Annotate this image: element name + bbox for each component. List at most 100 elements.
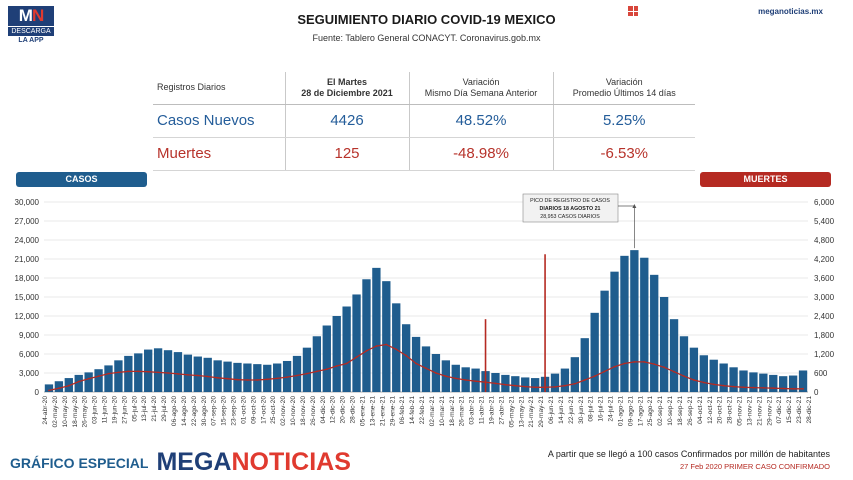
x-tick-label: 17-oct-20 [260, 396, 267, 424]
x-tick-label: 03-jun-20 [92, 396, 99, 424]
muertes-point [286, 376, 288, 379]
annotation-arrowhead [632, 204, 637, 208]
x-tick-label: 15-sep-20 [221, 396, 228, 426]
casos-bar: 13-may-21: 2300 [521, 377, 530, 392]
x-tick-label: 14-jun-21 [558, 396, 565, 424]
x-tick-label: 26-mar-21 [459, 396, 466, 427]
muertes-line-layer [48, 254, 804, 392]
muertes-point [663, 366, 666, 369]
casos-bar: 30-jun-21: 8500 [580, 338, 589, 392]
left-tick-label: 3,000 [19, 369, 40, 378]
x-tick-label: 29-may-21 [538, 396, 545, 428]
casos-bar: 02-may-20: 1700 [54, 381, 64, 392]
muertes-point [157, 371, 160, 374]
header-registros: Registros Diarios [153, 72, 285, 105]
muertes-point [643, 361, 646, 363]
grid-icon[interactable] [628, 6, 638, 16]
muertes-point [583, 379, 586, 381]
casos-bar: 14-ago-20: 5900 [183, 354, 193, 392]
casos-bar: 19-jun-20: 5000 [114, 360, 123, 392]
x-tick-label: 16-jul-21 [598, 396, 605, 422]
page-title: SEGUIMIENTO DIARIO COVID-19 MEXICO [297, 12, 556, 27]
casos-var-14: 5.25% [552, 104, 695, 138]
table-row: Muertes 125 -48.98% -6.53% [153, 137, 695, 171]
muertes-var-week: -48.98% [408, 137, 553, 171]
left-tick-label: 6,000 [19, 350, 40, 359]
muertes-point [673, 370, 675, 373]
casos-bar: 23-sep-20: 4600 [233, 362, 242, 392]
meganoticias-logo[interactable]: MN DESCARGA LA APP [8, 6, 54, 46]
left-tick-label: 18,000 [15, 274, 40, 283]
casos-bar: 18-may-20: 2700 [74, 374, 83, 392]
x-tick-label: 10-sep-21 [667, 396, 674, 426]
casos-bar: 21-may-21: 2200 [530, 378, 540, 392]
muertes-point [435, 372, 437, 374]
muertes-point [732, 385, 735, 388]
annotation-box [522, 193, 619, 223]
muertes-point [742, 386, 745, 389]
casos-bar: 29-nov-21: 2700 [769, 374, 778, 392]
footer-first-case: 27 Feb 2020 PRIMER CASO CONFIRMADO [679, 462, 830, 471]
casos-bar: 05-nov-21: 3400 [739, 370, 748, 392]
x-tick-label: 03-abr-21 [469, 396, 476, 425]
x-tick-label: 13-may-21 [518, 396, 525, 428]
left-tick-label: 24,000 [15, 236, 40, 245]
x-tick-label: 18-sep-21 [677, 396, 684, 426]
right-tick-label: 2,400 [814, 312, 835, 321]
casos-bar: 20-dic-20: 13500 [342, 306, 351, 392]
x-tick-label: 21-nov-21 [756, 396, 763, 426]
muertes-point [266, 378, 269, 381]
casos-bar: 07-sep-20: 5000 [213, 360, 222, 392]
x-tick-label: 21-jul-20 [151, 396, 158, 422]
x-tick-label: 25-oct-20 [270, 396, 277, 424]
muertes-point [792, 387, 795, 390]
covid-chart: 24-abr-20: 120002-may-20: 170010-may-20:… [15, 193, 835, 428]
muertes-point [573, 382, 576, 385]
x-tick-label: 09-oct-20 [250, 396, 257, 424]
x-tick-label: 05-nov-21 [737, 396, 744, 426]
muertes-point [683, 375, 685, 378]
site-link[interactable]: meganoticias.mx [758, 7, 823, 16]
x-tick-label: 13-jul-20 [141, 396, 148, 422]
x-tick-label: 12-oct-21 [707, 396, 714, 424]
x-tick-label: 26-nov-20 [310, 396, 317, 426]
x-tick-label: 22-ago-20 [191, 396, 198, 426]
muertes-point [117, 371, 120, 374]
x-tick-label: 05-ene-21 [360, 396, 367, 426]
casos-bar: 09-ago-21: 22400 [630, 250, 639, 392]
header-date: El Martes 28 de Diciembre 2021 [284, 72, 409, 105]
x-tick-label: 14-feb-21 [409, 396, 416, 425]
muertes-point [137, 370, 140, 373]
muertes-point [216, 376, 219, 379]
x-axis-labels: 24-abr-20 02-may-20 10-may-20 18-may-20 26-m… [42, 396, 813, 428]
casos-bar: 13-ene-21: 19600 [372, 267, 381, 392]
casos-bar: 04-dic-20: 10500 [322, 325, 331, 392]
casos-bar: 26-may-20: 3100 [84, 372, 93, 392]
x-tick-label: 08-jul-21 [588, 396, 595, 422]
x-tick-label: 28-dic-21 [806, 396, 813, 424]
muertes-point [67, 384, 70, 387]
muertes-point [603, 370, 606, 373]
x-tick-label: 10-may-20 [62, 396, 69, 428]
muertes-point [593, 375, 596, 378]
casos-bar: 02-sep-21: 15000 [659, 297, 669, 392]
muertes-point [514, 384, 517, 387]
casos-bar: 23-dic-21: 3400 [798, 370, 808, 392]
muertes-point [802, 387, 804, 390]
casos-bar: 18-nov-20: 7000 [302, 347, 312, 392]
x-tick-label: 19-jun-20 [112, 396, 119, 424]
right-tick-label: 3,600 [814, 274, 835, 283]
logo-download-text: DESCARGA [8, 27, 54, 36]
right-tick-label: 5,400 [814, 217, 835, 226]
header-var-week: Variación Mismo Día Semana Anterior [408, 72, 553, 105]
muertes-point [365, 349, 368, 352]
casos-bar: 14-jun-21: 3700 [560, 368, 570, 392]
casos-bar: 13-nov-21: 3100 [749, 372, 758, 392]
muertes-point [692, 379, 695, 381]
x-tick-label: 30-jun-21 [578, 396, 585, 424]
casos-bar: 07-dic-21: 2500 [779, 376, 788, 392]
muertes-point [325, 368, 328, 371]
x-tick-label: 15-dic-21 [786, 396, 793, 424]
logo-app-text: LA APP [18, 37, 44, 44]
x-tick-label: 27-jun-20 [121, 396, 128, 424]
